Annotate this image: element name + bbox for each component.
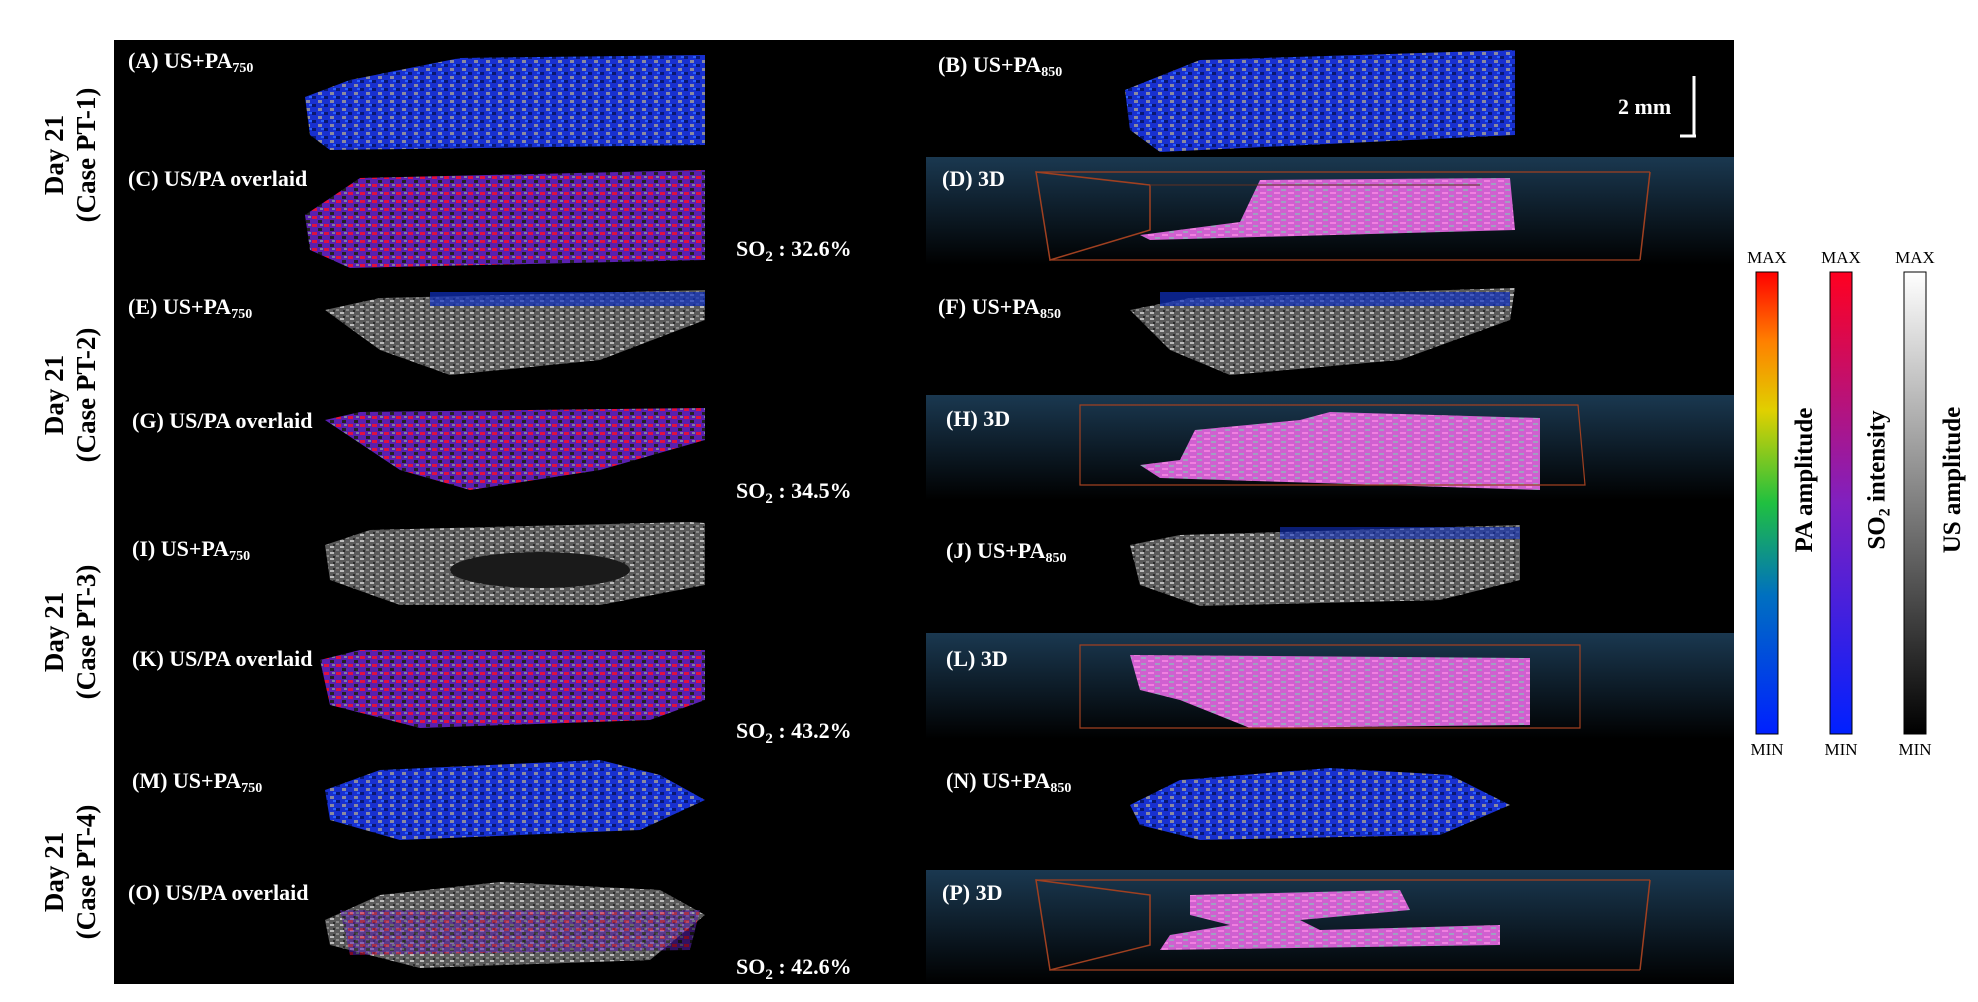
- colorbar-us: [1903, 271, 1927, 735]
- colorbar-pa-min: MIN: [1750, 740, 1784, 759]
- so2-value-row-3: SO2 : 43.2%: [736, 718, 852, 747]
- panel-M-image: [325, 760, 705, 840]
- panel-label-N: (N) US+PA850: [946, 768, 1072, 796]
- panel-B-image: [1125, 50, 1515, 152]
- colorbar-us-title: US amplitude: [1939, 406, 1966, 554]
- row-label-1: Day 21 (Case PT-1): [39, 87, 101, 223]
- colorbar-so2-min: MIN: [1824, 740, 1858, 759]
- panel-G-image: [325, 408, 705, 490]
- so2-value-row-1: SO2 : 32.6%: [736, 236, 852, 265]
- panel-label-J: (J) US+PA850: [946, 538, 1067, 566]
- panel-label-L: (L) 3D: [946, 646, 1008, 671]
- panel-E-image: [325, 290, 705, 375]
- panel-label-D: (D) 3D: [942, 166, 1005, 191]
- panel-label-A: (A) US+PA750: [128, 48, 254, 76]
- scale-bar-label: 2 mm: [1618, 94, 1672, 119]
- colorbar-so2: [1829, 271, 1853, 735]
- panel-N-image: [1130, 768, 1510, 840]
- panel-label-E: (E) US+PA750: [128, 294, 253, 322]
- panel-label-F: (F) US+PA850: [938, 294, 1061, 322]
- panel-label-H: (H) 3D: [946, 406, 1011, 431]
- colorbar-so2-title: SO2 intensity: [1863, 410, 1894, 550]
- panel-label-C: (C) US/PA overlaid: [128, 166, 308, 191]
- row-label-3: Day 21 (Case PT-3): [39, 564, 101, 700]
- panel-D-tissue: [1035, 171, 1651, 261]
- panel-label-B: (B) US+PA850: [938, 52, 1063, 80]
- row-label-4: Day 21 (Case PT-4): [39, 804, 101, 940]
- colorbar-pa-title: PA amplitude: [1791, 407, 1818, 553]
- panel-label-G: (G) US/PA overlaid: [132, 408, 313, 433]
- panel-label-I: (I) US+PA750: [132, 536, 251, 564]
- panel-A-image: [305, 55, 705, 150]
- panel-J-image: [1130, 525, 1520, 606]
- scale-bar-line: [1680, 76, 1696, 138]
- panel-P-tissue: [1035, 879, 1651, 971]
- panel-label-P: (P) 3D: [942, 880, 1003, 905]
- panel-P-background: [926, 870, 1734, 984]
- panel-H-tissue: [1079, 404, 1586, 490]
- so2-value-row-2: SO2 : 34.5%: [736, 478, 852, 507]
- panel-C-image: [305, 170, 705, 268]
- panel-label-K: (K) US/PA overlaid: [132, 646, 313, 671]
- colorbar-pa: [1755, 271, 1779, 735]
- panel-F-image: [1130, 288, 1515, 375]
- colorbar-so2-max: MAX: [1821, 248, 1861, 267]
- panel-label-O: (O) US/PA overlaid: [128, 880, 309, 905]
- panel-L-tissue: [1079, 644, 1581, 729]
- so2-value-row-4: SO2 : 42.6%: [736, 954, 852, 983]
- panel-label-M: (M) US+PA750: [132, 768, 263, 796]
- panel-K-image: [320, 650, 705, 728]
- colorbar-us-max: MAX: [1895, 248, 1935, 267]
- row-label-2: Day 21 (Case PT-2): [39, 327, 101, 463]
- colorbar-us-min: MIN: [1898, 740, 1932, 759]
- colorbar-pa-max: MAX: [1747, 248, 1787, 267]
